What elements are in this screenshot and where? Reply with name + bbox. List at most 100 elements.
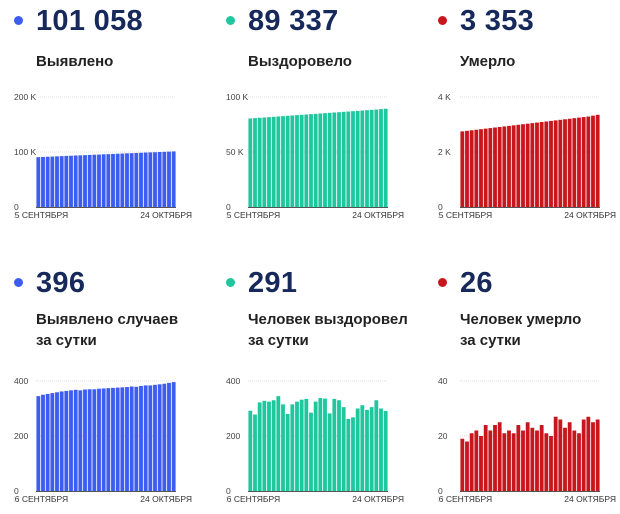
bar	[469, 130, 474, 207]
y-tick-label: 2 K	[438, 147, 451, 157]
bar	[78, 390, 83, 491]
bar	[539, 122, 544, 207]
bar	[323, 113, 327, 207]
bar	[365, 110, 369, 207]
bar	[253, 118, 257, 207]
bar	[497, 126, 502, 207]
stat-label: Умерло	[460, 53, 516, 70]
bar	[581, 419, 586, 491]
bar	[553, 416, 558, 491]
bar	[558, 119, 563, 207]
bar	[383, 108, 388, 207]
stat-value: 3 353	[460, 5, 535, 37]
bar	[493, 127, 497, 207]
bar	[111, 153, 115, 207]
bar	[577, 433, 581, 491]
bar	[586, 416, 591, 491]
bar	[50, 393, 55, 491]
chart-svg: 0 50 K 100 K 25 СЕНТЯБРЯ 24 ОКТЯБРЯ	[222, 92, 404, 220]
bar	[591, 422, 595, 491]
bar	[125, 387, 129, 491]
bar	[129, 153, 134, 207]
bar	[511, 125, 516, 207]
bar	[87, 389, 92, 491]
bar	[313, 401, 318, 491]
bar	[167, 382, 171, 491]
stat-value: 26	[460, 267, 493, 299]
bar	[262, 117, 267, 207]
bar	[318, 398, 323, 491]
bar	[507, 430, 511, 491]
panel-daily-deaths: 26 Человек умерло за сутки 0 20 40 26 СЕНТЯ…	[434, 262, 620, 514]
panel-cumulative-recovered: 89 337 Выздоровело 0 50 K 100 K 25 СЕНТЯБРЯ…	[222, 0, 432, 240]
bar	[162, 151, 167, 207]
bar	[530, 123, 535, 207]
y-tick-label: 100 K	[226, 92, 249, 102]
bar	[465, 441, 469, 491]
bar	[101, 154, 106, 207]
bar	[153, 152, 157, 207]
bar	[36, 157, 41, 207]
bar	[379, 109, 383, 207]
stat-value: 101 058	[36, 5, 143, 37]
bar	[271, 400, 276, 491]
bar	[69, 155, 73, 207]
stat-label-line-2: за сутки	[36, 332, 97, 349]
y-tick-label: 200	[226, 431, 240, 441]
bar	[567, 422, 572, 491]
bar	[171, 151, 176, 207]
bar	[148, 152, 153, 207]
bar	[369, 109, 374, 207]
bar	[337, 400, 341, 491]
bar	[129, 386, 134, 491]
bar	[460, 438, 465, 491]
bar	[502, 433, 507, 491]
bar	[521, 124, 525, 207]
bar	[83, 389, 87, 491]
bar	[171, 382, 176, 491]
bar	[285, 414, 290, 491]
bar	[299, 399, 304, 491]
bar	[157, 152, 162, 207]
bar	[483, 128, 488, 207]
bar	[157, 384, 162, 491]
bar	[64, 155, 69, 207]
y-tick-label: 400	[14, 376, 28, 386]
bar-chart: 0 200 400 26 СЕНТЯБРЯ 24 ОКТЯБРЯ	[10, 364, 194, 509]
x-tick-label-end: 24 ОКТЯБРЯ	[352, 210, 404, 220]
bar	[148, 385, 153, 491]
y-tick-label: 50 K	[226, 147, 244, 157]
bar	[572, 430, 577, 491]
bar	[41, 156, 45, 207]
bar	[313, 113, 318, 207]
bar	[351, 111, 355, 207]
bar	[50, 156, 55, 207]
bar	[581, 117, 586, 207]
bar	[139, 385, 143, 491]
bar	[41, 394, 45, 491]
bar	[101, 388, 106, 491]
panel-cumulative-deaths: 3 353 Умерло 0 2 K 4 K 25 СЕНТЯБРЯ 24 ОКТЯБР…	[434, 0, 620, 240]
bar	[106, 154, 111, 207]
bar	[516, 124, 521, 207]
bar	[78, 155, 83, 207]
bar	[516, 425, 521, 491]
bar	[83, 155, 87, 207]
bar	[267, 117, 271, 207]
bar	[323, 398, 327, 491]
bar	[469, 433, 474, 491]
bar	[55, 156, 59, 207]
bar	[479, 129, 483, 207]
bar	[383, 410, 388, 491]
bar-chart: 0 50 K 100 K 25 СЕНТЯБРЯ 24 ОКТЯБРЯ	[222, 80, 406, 225]
bar	[374, 400, 379, 491]
bar	[567, 118, 572, 207]
bar-chart: 0 2 K 4 K 25 СЕНТЯБРЯ 24 ОКТЯБРЯ	[434, 80, 618, 225]
y-tick-label: 20	[438, 431, 448, 441]
bar	[365, 409, 369, 491]
stat-label: Выявлено	[36, 53, 114, 70]
x-tick-label-end: 24 ОКТЯБРЯ	[140, 494, 192, 504]
bar	[125, 153, 129, 207]
y-tick-label: 40	[438, 376, 448, 386]
bar	[304, 398, 309, 491]
